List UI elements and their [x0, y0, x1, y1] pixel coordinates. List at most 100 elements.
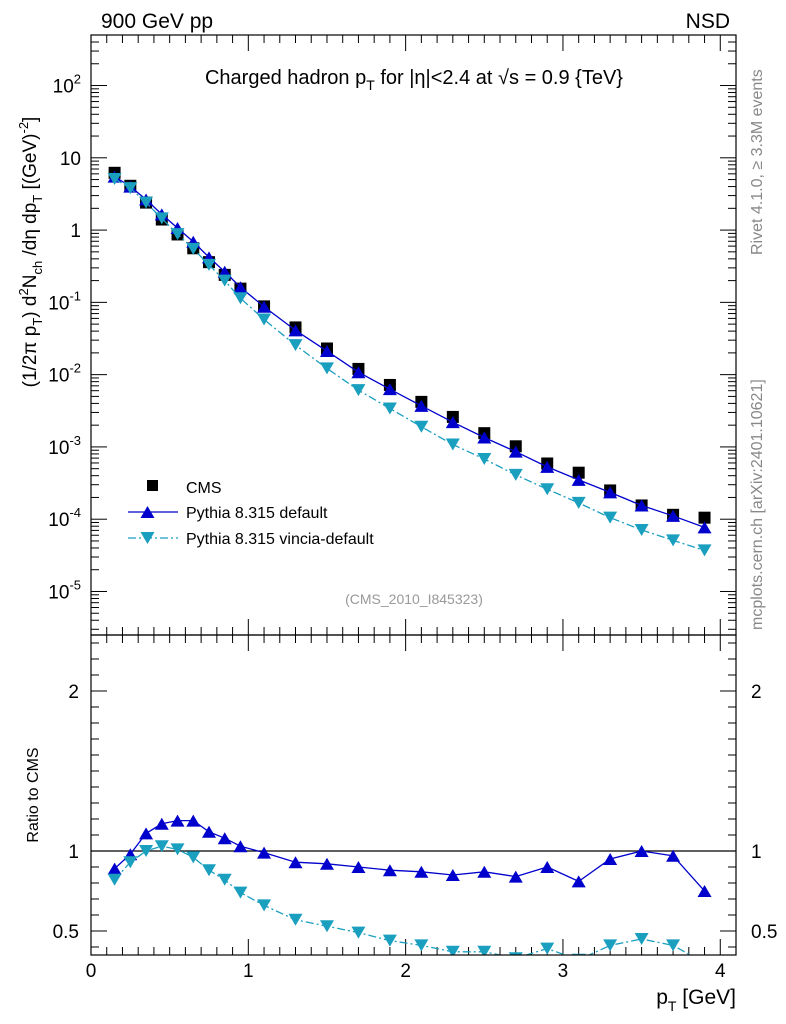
main-y-tick-label: 10-1: [48, 288, 81, 314]
pythia-vincia-point: [634, 523, 649, 536]
legend-vincia-label: Pythia 8.315 vincia-default: [186, 531, 374, 548]
pythia-default-point: [477, 431, 492, 444]
ratio-default-point: [540, 861, 555, 873]
ratio-default-point: [666, 849, 681, 862]
main-y-tick-label: 102: [53, 72, 81, 98]
pythia-vincia-point: [123, 182, 138, 195]
ratio-default-point: [697, 885, 712, 897]
ratio-vincia-point: [107, 873, 122, 886]
ratio-default-point: [107, 862, 122, 875]
analysis-id-watermark: (CMS_2010_I845323): [345, 591, 483, 607]
x-tick-label: 0: [86, 961, 97, 982]
ratio-default-point: [233, 840, 248, 853]
pythia-default-point: [233, 281, 248, 294]
main-y-tick-label: 10-2: [48, 361, 81, 387]
ratio-vincia-point: [123, 856, 138, 869]
pythia-default-point: [571, 473, 586, 486]
pythia-default-point: [508, 445, 523, 458]
pythia-vincia-point: [201, 258, 216, 271]
ratio-vincia-point: [666, 939, 681, 952]
ratio-default-point: [288, 856, 303, 869]
ratio-y-axis-label: Ratio to CMS: [25, 747, 42, 842]
main-y-tick-labels: 10-5 10-4 10-3 10-2 10-1 1 10 102: [48, 72, 81, 604]
legend-vincia-marker: [140, 532, 155, 544]
ratio-default-point: [319, 857, 334, 870]
energy-label: 900 GeV pp: [101, 10, 213, 33]
pythia-vincia-point: [107, 172, 122, 185]
ratio-vincia-point: [477, 945, 492, 955]
main-y-tick-label: 10: [60, 149, 81, 170]
pythia-vincia-point: [154, 212, 169, 225]
pythia-vincia-point: [697, 544, 712, 557]
ratio-default-point: [186, 814, 201, 827]
ratio-y-tick-label-right: 2: [751, 682, 762, 703]
ratio-vincia-point: [508, 952, 523, 955]
ratio-default-line: [114, 819, 706, 892]
pythia-vincia-point: [139, 196, 154, 209]
main-y-tick-label: 10-3: [48, 433, 81, 459]
pythia-vincia-point: [382, 402, 397, 415]
ratio-default-point: [603, 853, 618, 865]
process-label: NSD: [686, 10, 730, 33]
ratio-plot-frame: [90, 634, 737, 956]
ratio-vincia-point: [154, 840, 169, 853]
pythia-vincia-point: [603, 511, 618, 524]
ratio-axis-ticks: 0 1 2 3 4 0.5 0.5 1 1 2 2: [53, 635, 777, 982]
x-tick-label: 2: [400, 961, 411, 982]
legend-default-marker: [140, 506, 155, 518]
ratio-default-point: [445, 869, 460, 881]
pythia-default-point: [414, 399, 429, 412]
x-tick-label: 3: [558, 961, 569, 982]
rivet-version-label: Rivet 4.1.0, ≥ 3.3M events: [749, 69, 766, 255]
x-tick-label: 4: [715, 961, 726, 982]
pythia-default-point: [634, 499, 649, 512]
ratio-vincia-point: [257, 899, 272, 912]
ratio-vincia-point: [698, 957, 712, 969]
pythia-default-point: [351, 366, 366, 379]
pythia-default-point: [603, 486, 618, 499]
ratio-y-tick-label-left: 1: [68, 842, 79, 863]
mcplots-credit-label: mcplots.cern.ch [arXiv:2401.10621]: [749, 379, 766, 630]
ratio-vincia-point: [217, 873, 232, 886]
ratio-default-point: [571, 875, 586, 888]
ratio-y-tick-label-left: 2: [68, 682, 79, 703]
legend: CMS Pythia 8.315 default Pythia 8.315 vi…: [128, 480, 374, 548]
ratio-default-point: [477, 865, 492, 878]
ratio-vincia-point: [186, 851, 201, 864]
main-y-axis-label: (1/2π pT) d2Nch /dη dpT [(GeV)-2]: [16, 117, 45, 388]
pythia-vincia-point: [257, 313, 272, 326]
pythia-vincia-point: [477, 453, 492, 466]
main-y-tick-label: 1: [70, 221, 81, 242]
ratio-vincia-point: [233, 886, 248, 899]
pythia-vincia-point: [233, 292, 248, 305]
pythia-vincia-point: [666, 534, 681, 547]
ratio-default-point: [351, 861, 366, 873]
pythia-vincia-point: [540, 483, 555, 496]
ratio-vincia-point: [170, 843, 185, 856]
main-y-tick-label: 10-5: [48, 577, 81, 603]
ratio-vincia-point: [382, 934, 397, 947]
main-series-group: [107, 166, 712, 557]
cms-data-point: [572, 466, 585, 479]
ratio-vincia-line: [114, 845, 692, 955]
ratio-default-point: [508, 870, 523, 883]
ratio-vincia-point: [445, 945, 460, 955]
ratio-default-point: [217, 832, 232, 845]
pythia-vincia-point: [288, 339, 303, 352]
main-y-tick-label: 10-4: [48, 505, 81, 531]
pythia-vincia-point: [445, 438, 460, 451]
ratio-default-point: [170, 814, 185, 827]
ratio-series-group: [91, 814, 736, 969]
pythia-vincia-point: [170, 228, 185, 241]
ratio-vincia-point: [414, 939, 429, 952]
ratio-y-tick-label-right: 0.5: [751, 922, 777, 943]
ratio-vincia-point: [319, 920, 334, 933]
pythia-default-line: [114, 176, 705, 529]
ratio-vincia-point: [351, 926, 366, 939]
ratio-y-tick-label-right: 1: [751, 842, 762, 863]
legend-cms-label: CMS: [186, 480, 222, 497]
ratio-default-point: [382, 864, 397, 877]
cms-data-point: [698, 511, 711, 524]
x-axis-label: pT [GeV]: [656, 986, 736, 1014]
